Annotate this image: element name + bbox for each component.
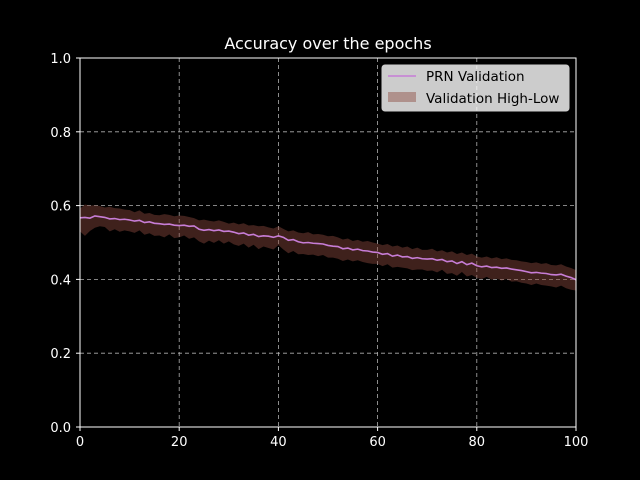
grid [80,58,576,427]
y-tick-label: 0.0 [50,421,71,436]
legend: PRN Validation Validation High-Low [381,64,570,112]
y-tick-label: 1.0 [50,52,71,67]
x-tick-label: 20 [171,435,188,450]
y-axis-ticks: 0.0 0.2 0.4 0.6 0.8 1.0 [50,52,80,436]
series-line-layer [79,215,577,281]
x-tick-label: 100 [564,435,589,450]
legend-swatch-validation-high-low [388,92,416,102]
x-tick-label: 40 [270,435,287,450]
y-tick-label: 0.2 [50,347,71,362]
x-axis-ticks: 0 20 40 60 80 100 [76,427,589,450]
legend-label-prn-validation: PRN Validation [426,69,525,85]
axes-frame [79,57,577,428]
y-tick-label: 0.6 [50,200,71,215]
legend-label-validation-high-low: Validation High-Low [426,91,559,107]
x-tick-label: 0 [76,435,84,450]
x-tick-label: 60 [369,435,386,450]
high-low-band [80,204,576,291]
y-tick-label: 0.8 [50,126,71,141]
chart-title: Accuracy over the epochs [224,34,431,53]
x-tick-label: 80 [469,435,486,450]
high-low-band-layer [80,204,576,291]
series-line-prn-validation [79,215,577,281]
y-tick-label: 0.4 [50,273,71,288]
legend-box [381,64,570,112]
